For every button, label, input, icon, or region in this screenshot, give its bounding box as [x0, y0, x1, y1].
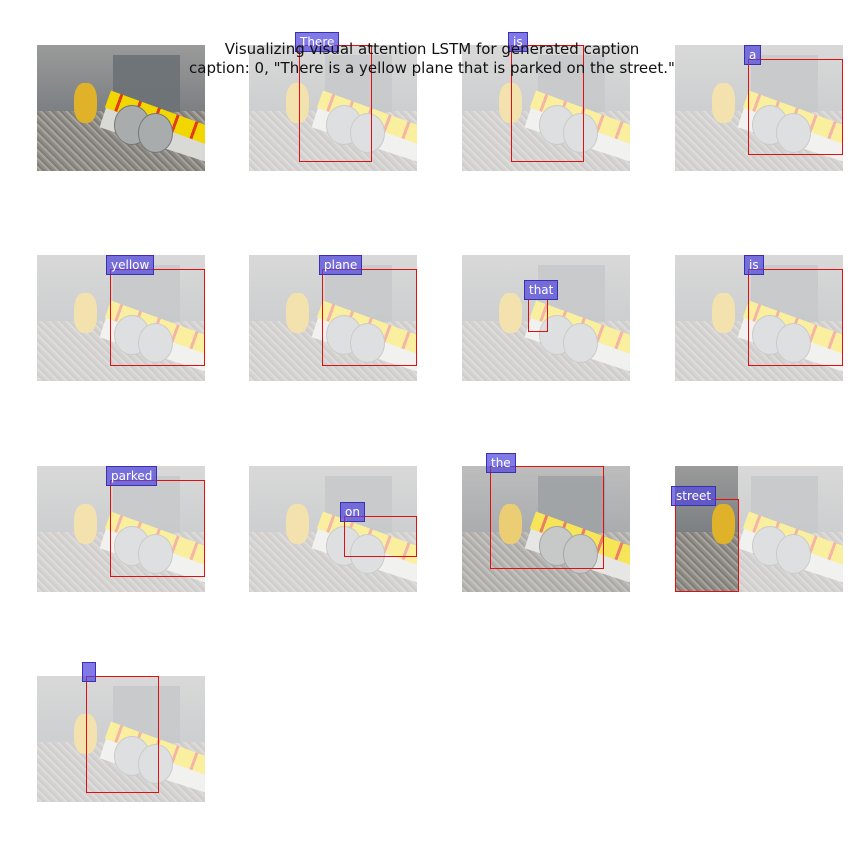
caption-word: on: [340, 502, 365, 522]
caption-word: street: [671, 486, 717, 506]
attention-box: [675, 499, 739, 592]
caption-word: that: [524, 280, 559, 300]
caption-word: a: [744, 45, 762, 65]
scene-image: [462, 466, 630, 592]
panel-attention-7: is: [675, 255, 843, 381]
panel-attention-11: street: [671, 466, 843, 592]
caption-word: There: [295, 32, 340, 52]
caption-word: is: [508, 32, 528, 52]
attention-box: [344, 516, 417, 557]
scene-image: [37, 676, 205, 802]
scene-image: [249, 255, 417, 381]
panel-attention-9: on: [249, 466, 417, 592]
caption-word: is: [744, 255, 764, 275]
scene-image: [675, 45, 843, 171]
attention-box: [299, 45, 372, 162]
attention-box: [110, 480, 205, 577]
caption-word: the: [486, 453, 516, 473]
panel-attention-5: plane: [249, 255, 417, 381]
attention-box: [86, 676, 159, 793]
caption-word: yellow: [106, 255, 155, 275]
panel-attention-12: [37, 662, 205, 802]
attention-box: [490, 466, 604, 569]
caption-word: parked: [106, 466, 158, 486]
panel-attention-8: parked: [37, 466, 205, 592]
scene-image: [249, 45, 417, 171]
panel-attention-6: that: [462, 255, 630, 381]
attention-box: [528, 299, 548, 332]
scene-image: [675, 255, 843, 381]
scene-image: [37, 255, 205, 381]
panel-attention-3: a: [675, 45, 843, 171]
attention-box: [511, 45, 584, 162]
scene-image: [37, 45, 205, 171]
panel-attention-2: is: [462, 32, 630, 171]
panel-attention-4: yellow: [37, 255, 205, 381]
attention-box: [748, 59, 843, 155]
caption-word: [82, 662, 96, 682]
attention-box: [748, 269, 843, 366]
panel-attention-10: the: [462, 453, 630, 592]
panel-original: [37, 45, 205, 171]
caption-word: plane: [319, 255, 363, 275]
attention-box: [322, 269, 417, 366]
scene-image: [462, 45, 630, 171]
panel-attention-1: There: [249, 32, 417, 171]
attention-box: [110, 269, 205, 366]
